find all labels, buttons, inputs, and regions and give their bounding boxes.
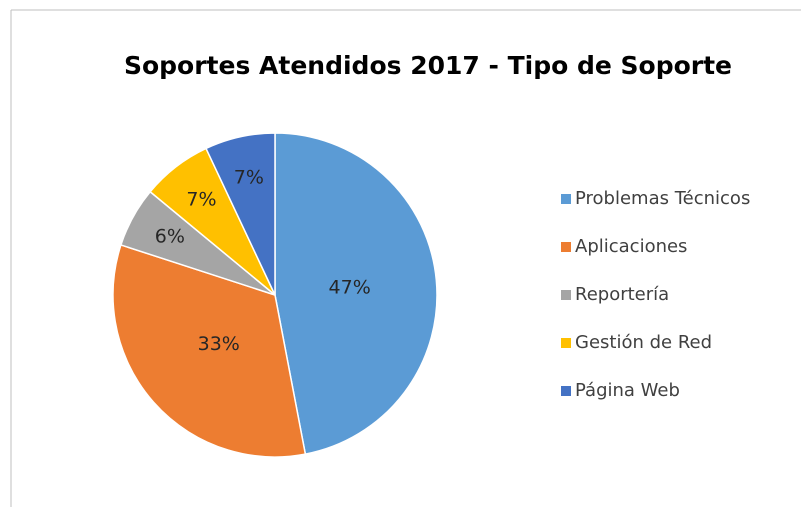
legend-swatch <box>561 242 571 252</box>
legend-swatch <box>561 386 571 396</box>
chart-title: Soportes Atendidos 2017 - Tipo de Soport… <box>124 51 732 80</box>
legend-label: Aplicaciones <box>575 236 687 257</box>
legend-swatch <box>561 194 571 204</box>
pie-slice <box>205 132 276 296</box>
pie-slice <box>112 243 307 458</box>
data-label: 33% <box>198 333 240 355</box>
pie-slice <box>274 132 438 456</box>
data-label: 7% <box>234 166 264 188</box>
legend-label: Gestión de Red <box>575 332 712 353</box>
data-label: 7% <box>186 189 216 211</box>
legend-label: Reportería <box>575 284 669 305</box>
legend-swatch <box>561 338 571 348</box>
data-label: 47% <box>329 276 371 298</box>
legend-swatch <box>561 290 571 300</box>
data-label: 6% <box>155 226 185 248</box>
legend-label: Página Web <box>575 380 680 401</box>
legend-label: Problemas Técnicos <box>575 188 750 209</box>
